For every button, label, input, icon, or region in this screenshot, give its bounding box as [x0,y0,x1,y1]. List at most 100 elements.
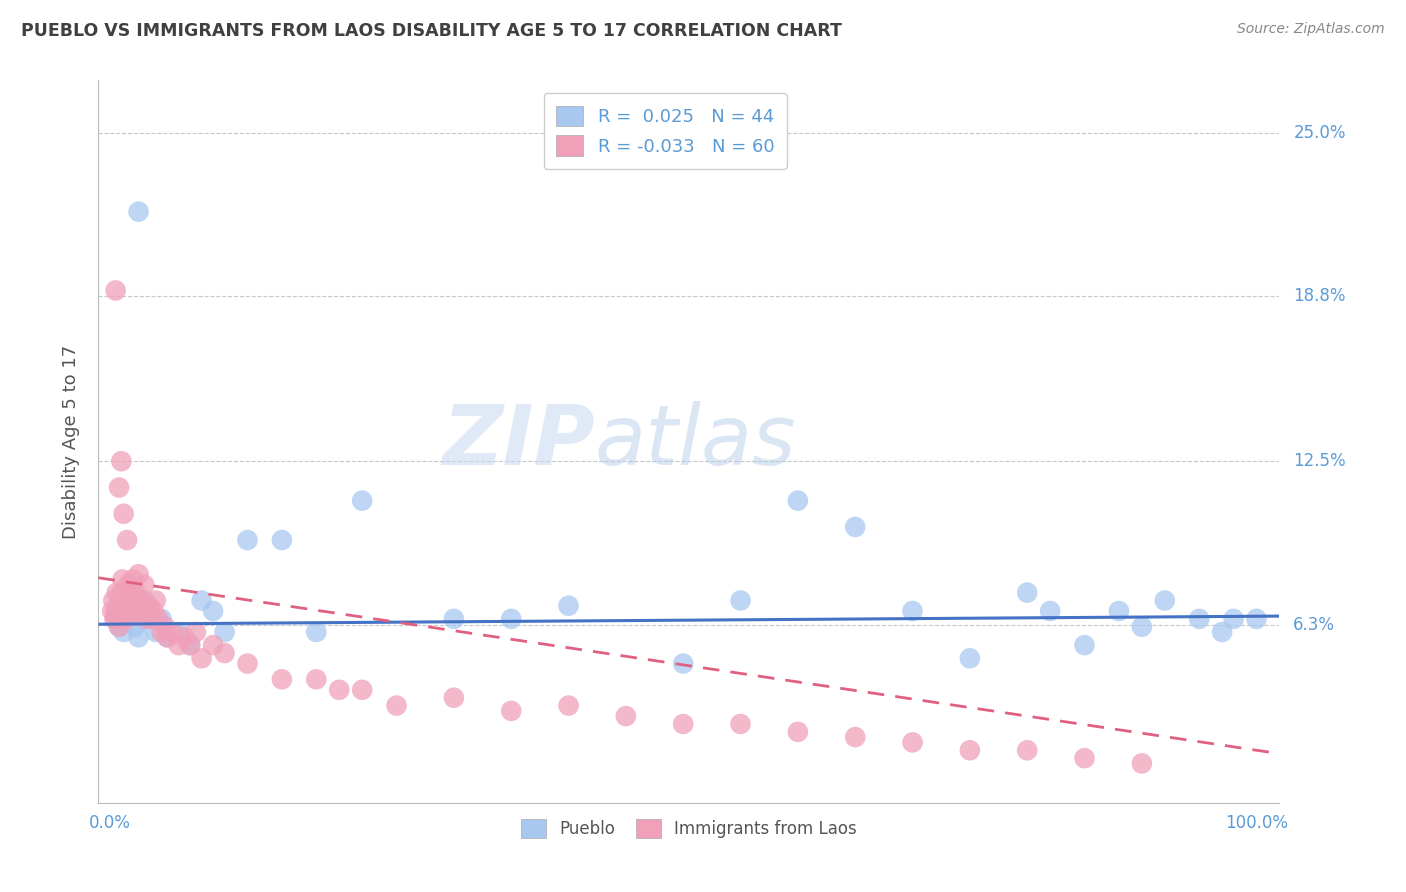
Point [112,604,135,618]
Point [236,657,259,671]
Point [1211,625,1233,640]
Point [104,612,127,626]
Point [114,593,136,607]
Point [1153,593,1175,607]
Legend: Pueblo, Immigrants from Laos: Pueblo, Immigrants from Laos [515,813,863,845]
Point [179,638,201,652]
Point [108,481,131,495]
Point [901,604,924,618]
Point [121,585,143,599]
Point [110,604,132,618]
Point [1130,620,1153,634]
Point [190,593,212,607]
Point [1073,638,1095,652]
Point [146,612,169,626]
Point [959,743,981,757]
Point [131,593,153,607]
Point [270,533,292,547]
Point [443,612,465,626]
Point [501,704,523,718]
Point [115,533,138,547]
Point [844,520,866,534]
Point [557,599,579,613]
Point [162,625,184,640]
Text: PUEBLO VS IMMIGRANTS FROM LAOS DISABILITY AGE 5 TO 17 CORRELATION CHART: PUEBLO VS IMMIGRANTS FROM LAOS DISABILIT… [21,22,842,40]
Point [901,735,924,749]
Point [139,604,162,618]
Point [305,673,328,687]
Text: 12.5%: 12.5% [1294,452,1346,470]
Point [153,620,176,634]
Point [156,630,179,644]
Point [557,698,579,713]
Point [214,625,236,640]
Point [614,709,637,723]
Point [108,612,131,626]
Point [1073,751,1095,765]
Point [145,593,167,607]
Point [1039,604,1062,618]
Point [150,625,173,640]
Point [103,612,125,626]
Point [112,625,135,640]
Point [134,578,156,592]
Point [120,599,142,613]
Point [128,630,150,644]
Point [786,724,808,739]
Point [786,493,808,508]
Point [108,620,131,634]
Point [236,533,259,547]
Point [730,593,752,607]
Point [103,593,125,607]
Point [730,717,752,731]
Point [125,585,148,599]
Text: 18.8%: 18.8% [1294,286,1346,305]
Point [167,638,190,652]
Point [959,651,981,665]
Point [352,493,374,508]
Point [108,620,131,634]
Point [142,604,165,618]
Point [139,612,162,626]
Point [121,573,143,587]
Point [134,593,156,607]
Point [124,604,146,618]
Point [305,625,328,640]
Point [128,204,150,219]
Point [115,612,138,626]
Point [105,585,128,599]
Point [101,604,124,618]
Point [110,585,132,599]
Point [131,612,153,626]
Text: Source: ZipAtlas.com: Source: ZipAtlas.com [1237,22,1385,37]
Point [190,651,212,665]
Point [150,612,173,626]
Point [443,690,465,705]
Text: 6.3%: 6.3% [1294,616,1336,634]
Point [173,630,195,644]
Point [1130,756,1153,771]
Point [184,625,207,640]
Point [1108,604,1130,618]
Y-axis label: Disability Age 5 to 17: Disability Age 5 to 17 [62,344,80,539]
Point [1017,585,1039,599]
Point [145,625,167,640]
Point [110,454,132,468]
Point [128,567,150,582]
Point [121,585,143,599]
Point [352,682,374,697]
Point [135,612,157,626]
Point [202,604,225,618]
Text: ZIP: ZIP [441,401,595,482]
Point [1017,743,1039,757]
Point [844,730,866,744]
Point [672,717,695,731]
Point [112,507,135,521]
Point [104,284,127,298]
Point [214,646,236,660]
Point [138,599,160,613]
Point [1222,612,1244,626]
Point [104,604,127,618]
Point [1246,612,1268,626]
Point [167,625,190,640]
